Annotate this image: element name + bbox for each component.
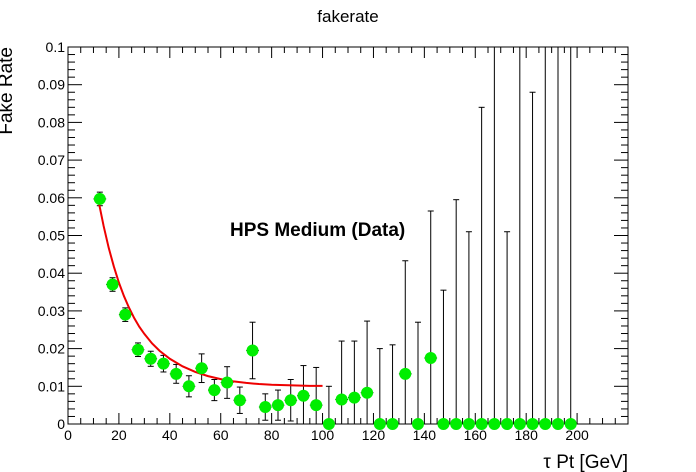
x-tick-label: 120 bbox=[362, 427, 386, 443]
data-point bbox=[170, 367, 183, 380]
y-tick-label: 0.1 bbox=[46, 39, 66, 55]
data-point bbox=[182, 380, 195, 393]
data-point bbox=[424, 352, 437, 365]
fit-curve bbox=[97, 200, 323, 387]
data-point bbox=[412, 418, 424, 430]
data-point bbox=[144, 352, 157, 365]
data-point bbox=[157, 357, 170, 370]
data-point bbox=[386, 418, 399, 430]
data-point bbox=[195, 362, 208, 375]
data-point bbox=[462, 418, 475, 430]
data-point bbox=[513, 418, 526, 430]
data-point bbox=[106, 278, 119, 291]
y-tick-label: 0.09 bbox=[38, 77, 65, 93]
data-point bbox=[450, 418, 463, 430]
data-point bbox=[322, 418, 335, 430]
data-point bbox=[272, 399, 284, 412]
data-point bbox=[399, 367, 412, 380]
y-tick-label: 0.07 bbox=[38, 152, 65, 168]
data-point bbox=[221, 376, 234, 389]
x-axis-title: τ Pt [GeV] bbox=[543, 452, 628, 472]
y-tick-label: 0.03 bbox=[38, 303, 65, 319]
data-point bbox=[373, 418, 386, 430]
y-axis-ticks: 0 0.01 0.02 0.03 0.04 0.05 0.06 0.07 0.08 0.09 0.1 bbox=[38, 39, 628, 432]
x-tick-label: 80 bbox=[264, 427, 280, 443]
data-point bbox=[93, 192, 106, 205]
y-tick-label: 0.04 bbox=[38, 265, 65, 281]
data-point bbox=[335, 393, 348, 406]
x-tick-label: 180 bbox=[515, 427, 539, 443]
x-tick-label: 140 bbox=[413, 427, 437, 443]
data-point bbox=[233, 394, 246, 407]
data-point bbox=[539, 418, 552, 430]
y-tick-label: 0.02 bbox=[38, 341, 65, 357]
data-points bbox=[93, 192, 577, 430]
y-tick-label: 0.01 bbox=[38, 378, 65, 394]
data-point bbox=[310, 399, 323, 412]
x-tick-label: 40 bbox=[162, 427, 178, 443]
x-tick-label: 20 bbox=[111, 427, 127, 443]
data-point bbox=[259, 401, 272, 414]
data-point bbox=[132, 343, 144, 356]
data-point bbox=[119, 308, 132, 321]
y-tick-label: 0 bbox=[57, 416, 65, 432]
data-point bbox=[284, 394, 297, 407]
data-point bbox=[526, 418, 539, 430]
x-tick-label: 200 bbox=[565, 427, 589, 443]
y-tick-label: 0.08 bbox=[38, 114, 65, 130]
data-point bbox=[552, 418, 564, 430]
y-axis-title: Fake Rate bbox=[0, 47, 17, 135]
data-point bbox=[297, 389, 310, 402]
y-tick-label: 0.06 bbox=[38, 190, 65, 206]
data-point bbox=[208, 384, 221, 397]
chart-annotation: HPS Medium (Data) bbox=[230, 220, 405, 241]
x-axis-ticks: 0 20 40 60 80 100 120 140 160 180 200 bbox=[64, 47, 629, 443]
data-point bbox=[488, 418, 501, 430]
x-tick-label: 160 bbox=[464, 427, 488, 443]
chart-title: fakerate bbox=[317, 7, 378, 26]
x-tick-label: 60 bbox=[213, 427, 229, 443]
data-point bbox=[475, 418, 488, 430]
data-point bbox=[246, 344, 259, 357]
data-point bbox=[348, 391, 361, 404]
x-tick-label: 100 bbox=[311, 427, 335, 443]
data-point bbox=[437, 418, 450, 430]
data-point bbox=[564, 418, 577, 430]
x-tick-label: 0 bbox=[64, 427, 72, 443]
data-point bbox=[361, 386, 374, 399]
y-tick-label: 0.05 bbox=[38, 228, 65, 244]
fit-curve-group bbox=[97, 200, 323, 387]
data-point bbox=[501, 418, 514, 430]
